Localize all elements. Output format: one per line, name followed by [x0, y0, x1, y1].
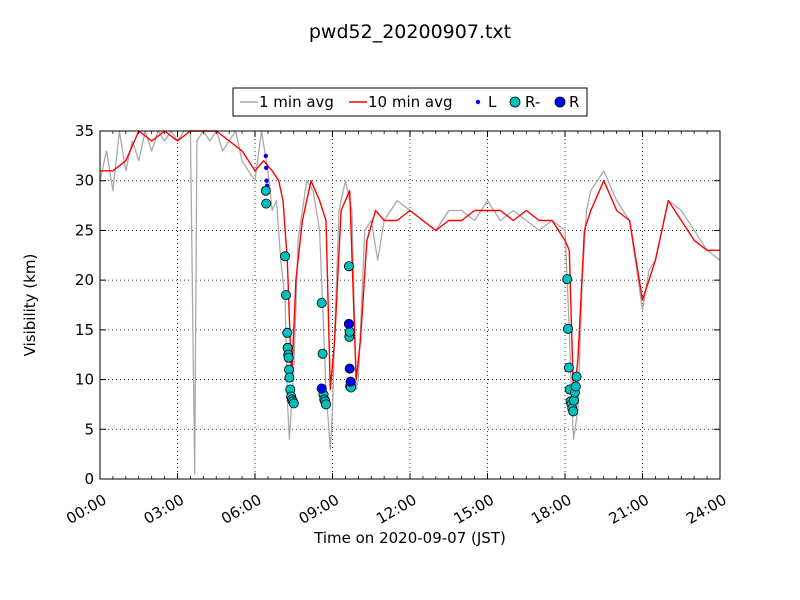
marker-Rminus — [280, 251, 291, 262]
marker-Rminus — [568, 406, 579, 417]
marker-L — [263, 153, 268, 159]
y-tick-label: 5 — [84, 420, 94, 438]
legend-swatch-R — [554, 96, 566, 108]
marker-Rminus — [571, 371, 582, 382]
series-10min-line — [100, 130, 720, 401]
marker-Rminus — [288, 398, 299, 409]
marker-R — [344, 363, 355, 374]
marker-R — [343, 318, 354, 329]
marker-Rminus — [284, 372, 295, 383]
marker-L — [264, 178, 269, 183]
marker-Rminus — [563, 362, 574, 373]
marker-Rminus — [282, 327, 293, 338]
legend-swatch-Rminus — [509, 96, 521, 108]
y-axis-label: Visibility (km) — [21, 254, 39, 357]
marker-R — [316, 383, 327, 394]
y-tick-label: 0 — [84, 470, 94, 488]
y-tick-label: 10 — [75, 371, 94, 389]
marker-Rminus — [562, 274, 573, 285]
marker-Rminus — [283, 352, 294, 363]
marker-Rminus — [260, 185, 271, 196]
markers-layer — [260, 153, 582, 417]
marker-Rminus — [317, 348, 328, 359]
legend-label-10min: 10 min avg — [368, 93, 453, 111]
y-tick-label: 20 — [75, 271, 94, 289]
legend-box — [232, 87, 588, 117]
legend-label-L: L — [488, 93, 497, 111]
marker-R — [345, 376, 356, 387]
y-tick-label: 25 — [75, 221, 94, 239]
marker-L — [264, 165, 269, 170]
marker-Rminus — [343, 261, 354, 272]
plot-frame — [99, 130, 721, 480]
grid — [100, 131, 720, 479]
marker-Rminus — [563, 323, 574, 334]
x-axis-label: Time on 2020-09-07 (JST) — [313, 529, 506, 547]
marker-Rminus — [261, 198, 272, 209]
marker-Rminus — [316, 297, 327, 308]
marker-Rminus — [570, 381, 581, 392]
marker-Rminus — [280, 290, 291, 301]
legend: 1 min avg 10 min avg L R- R — [232, 87, 588, 117]
legend-swatch-L — [475, 99, 481, 105]
legend-label-Rminus: R- — [525, 93, 540, 111]
y-tick-label: 30 — [75, 172, 94, 190]
marker-Rminus — [320, 399, 331, 410]
y-tick-label: 35 — [75, 122, 94, 140]
chart-title: pwd52_20200907.txt — [309, 21, 511, 43]
legend-label-R: R — [569, 93, 579, 111]
y-tick-label: 15 — [75, 321, 94, 339]
legend-label-1min: 1 min avg — [259, 93, 334, 111]
